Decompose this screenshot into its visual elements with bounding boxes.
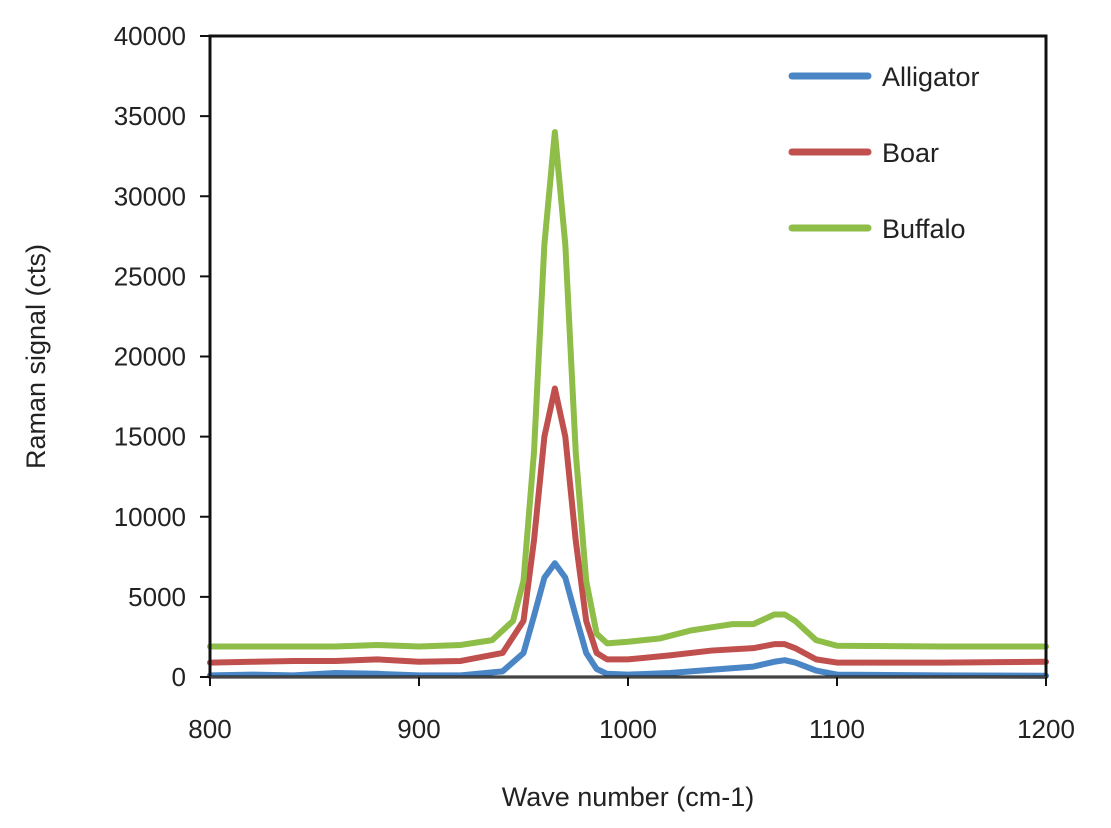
x-tick-label: 1000 — [599, 714, 657, 744]
x-axis-title: Wave number (cm-1) — [502, 782, 755, 812]
series-layer — [207, 129, 1049, 679]
y-tick-label: 25000 — [114, 261, 186, 291]
legend-label-alligator: Alligator — [882, 62, 980, 92]
x-tick-label: 800 — [188, 714, 231, 744]
legend-label-boar: Boar — [882, 138, 939, 168]
y-tick-label: 20000 — [114, 342, 186, 372]
y-tick-label: 35000 — [114, 101, 186, 131]
x-tick-label: 900 — [397, 714, 440, 744]
axis-ticks: 0 5000 10000 15000 20000 25000 30000 35000 40000… — [114, 21, 1075, 744]
series-line-boar — [207, 385, 1049, 666]
x-tick-label: 1200 — [1017, 714, 1075, 744]
y-tick-label: 5000 — [128, 582, 186, 612]
y-tick-label: 15000 — [114, 422, 186, 452]
y-tick-label: 0 — [172, 662, 186, 692]
series-line-alligator — [207, 560, 1049, 679]
y-axis-title: Raman signal (cts) — [21, 244, 51, 469]
legend: Alligator Boar Buffalo — [788, 62, 980, 244]
legend-label-buffalo: Buffalo — [882, 214, 966, 244]
y-tick-label: 30000 — [114, 181, 186, 211]
y-tick-label: 10000 — [114, 502, 186, 532]
plot-area-frame — [208, 34, 1048, 679]
y-tick-label: 40000 — [114, 21, 186, 51]
series-line-buffalo — [207, 129, 1049, 650]
x-tick-label: 1100 — [809, 714, 865, 744]
